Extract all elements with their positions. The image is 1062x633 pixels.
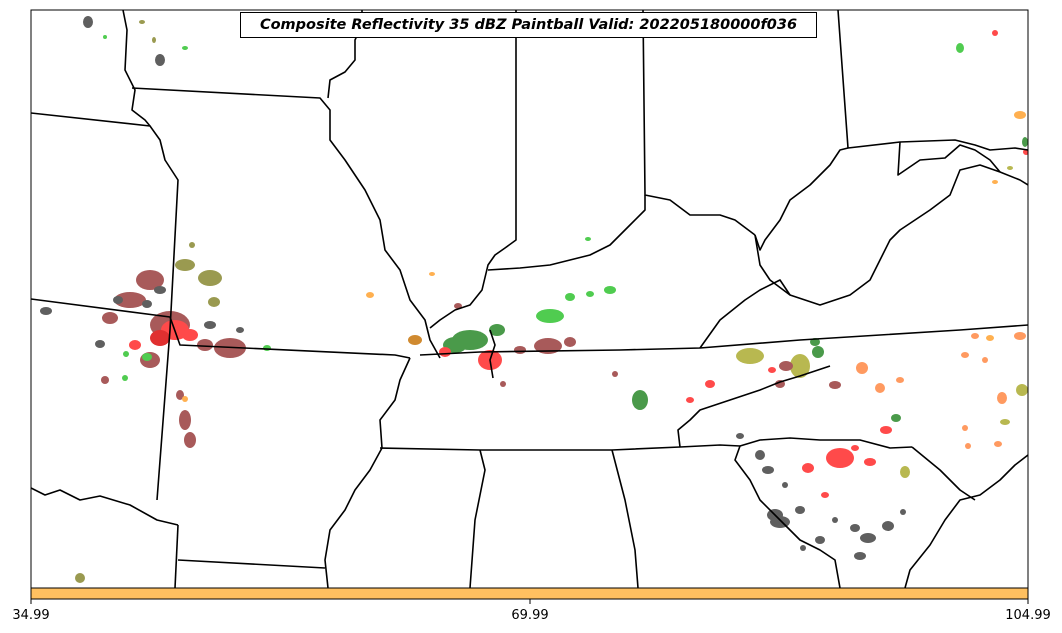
border-ohio-wv xyxy=(754,147,849,251)
northwest-cells xyxy=(83,16,188,66)
border-missouri-east xyxy=(131,87,441,359)
border-tennessee-river xyxy=(489,329,496,379)
east-storm-cluster xyxy=(686,332,1028,560)
border-texas-east xyxy=(174,524,179,588)
border-louisiana-north xyxy=(177,559,326,569)
state-borders xyxy=(31,10,1028,588)
border-missouri-north xyxy=(122,10,151,127)
map-title: Composite Reflectivity 35 dBZ Paintball … xyxy=(240,12,817,38)
border-sc-nc xyxy=(911,446,976,501)
border-kentucky-virginia xyxy=(699,279,791,349)
border-tennessee-south xyxy=(379,444,741,451)
border-ohio-river xyxy=(487,195,646,271)
border-ga-sc xyxy=(734,445,841,588)
border-north-carolina xyxy=(677,365,831,448)
border-carolinas xyxy=(739,437,913,449)
border-mississippi-river xyxy=(324,357,411,588)
border-kansas-oklahoma xyxy=(31,298,411,359)
border-red-river xyxy=(31,487,179,526)
border-maryland xyxy=(897,141,1001,176)
border-pennsylvania xyxy=(837,10,1028,151)
colorbar-tick-label-min: 34.99 xyxy=(12,608,50,623)
colorbar xyxy=(30,587,1029,600)
colorbar-tick-label-mid: 69.99 xyxy=(511,608,549,623)
map-background xyxy=(31,10,1028,588)
atlantic-coast xyxy=(904,454,1028,588)
border-kentucky-tennessee xyxy=(419,324,1028,356)
border-al-ga xyxy=(611,449,639,588)
northeast-cells xyxy=(956,30,1028,184)
border-ms-al xyxy=(469,449,486,588)
colorbar-tick-label-max: 104.99 xyxy=(1005,608,1051,623)
border-illinois-indiana xyxy=(429,10,517,329)
border-wv-virginia xyxy=(754,164,1028,306)
